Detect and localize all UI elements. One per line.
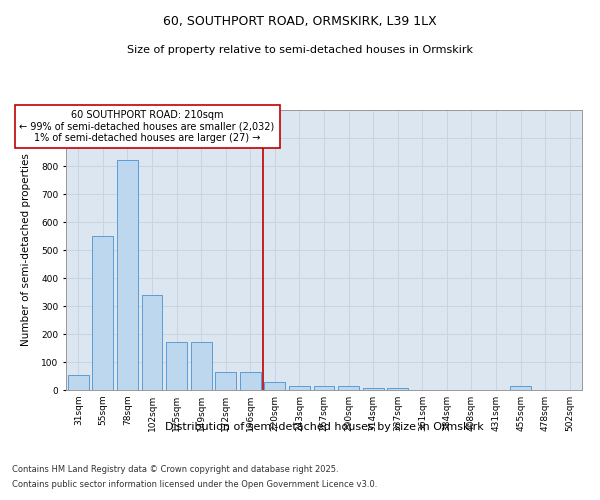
Text: 60 SOUTHPORT ROAD: 210sqm
← 99% of semi-detached houses are smaller (2,032)
1% o: 60 SOUTHPORT ROAD: 210sqm ← 99% of semi-… <box>19 110 275 143</box>
Bar <box>240 372 261 390</box>
Bar <box>92 236 113 390</box>
Bar <box>362 388 383 390</box>
Bar <box>68 374 89 390</box>
Bar <box>142 295 163 390</box>
Text: Distribution of semi-detached houses by size in Ormskirk: Distribution of semi-detached houses by … <box>164 422 484 432</box>
Bar <box>215 372 236 390</box>
Bar <box>265 382 286 390</box>
Bar <box>510 386 531 390</box>
Text: Contains public sector information licensed under the Open Government Licence v3: Contains public sector information licen… <box>12 480 377 489</box>
Bar <box>117 160 138 390</box>
Text: 60, SOUTHPORT ROAD, ORMSKIRK, L39 1LX: 60, SOUTHPORT ROAD, ORMSKIRK, L39 1LX <box>163 15 437 28</box>
Bar <box>166 342 187 390</box>
Text: Size of property relative to semi-detached houses in Ormskirk: Size of property relative to semi-detach… <box>127 45 473 55</box>
Bar <box>314 386 334 390</box>
Text: Contains HM Land Registry data © Crown copyright and database right 2025.: Contains HM Land Registry data © Crown c… <box>12 465 338 474</box>
Y-axis label: Number of semi-detached properties: Number of semi-detached properties <box>21 154 31 346</box>
Bar <box>191 342 212 390</box>
Bar <box>289 386 310 390</box>
Bar <box>338 386 359 390</box>
Bar <box>387 388 408 390</box>
